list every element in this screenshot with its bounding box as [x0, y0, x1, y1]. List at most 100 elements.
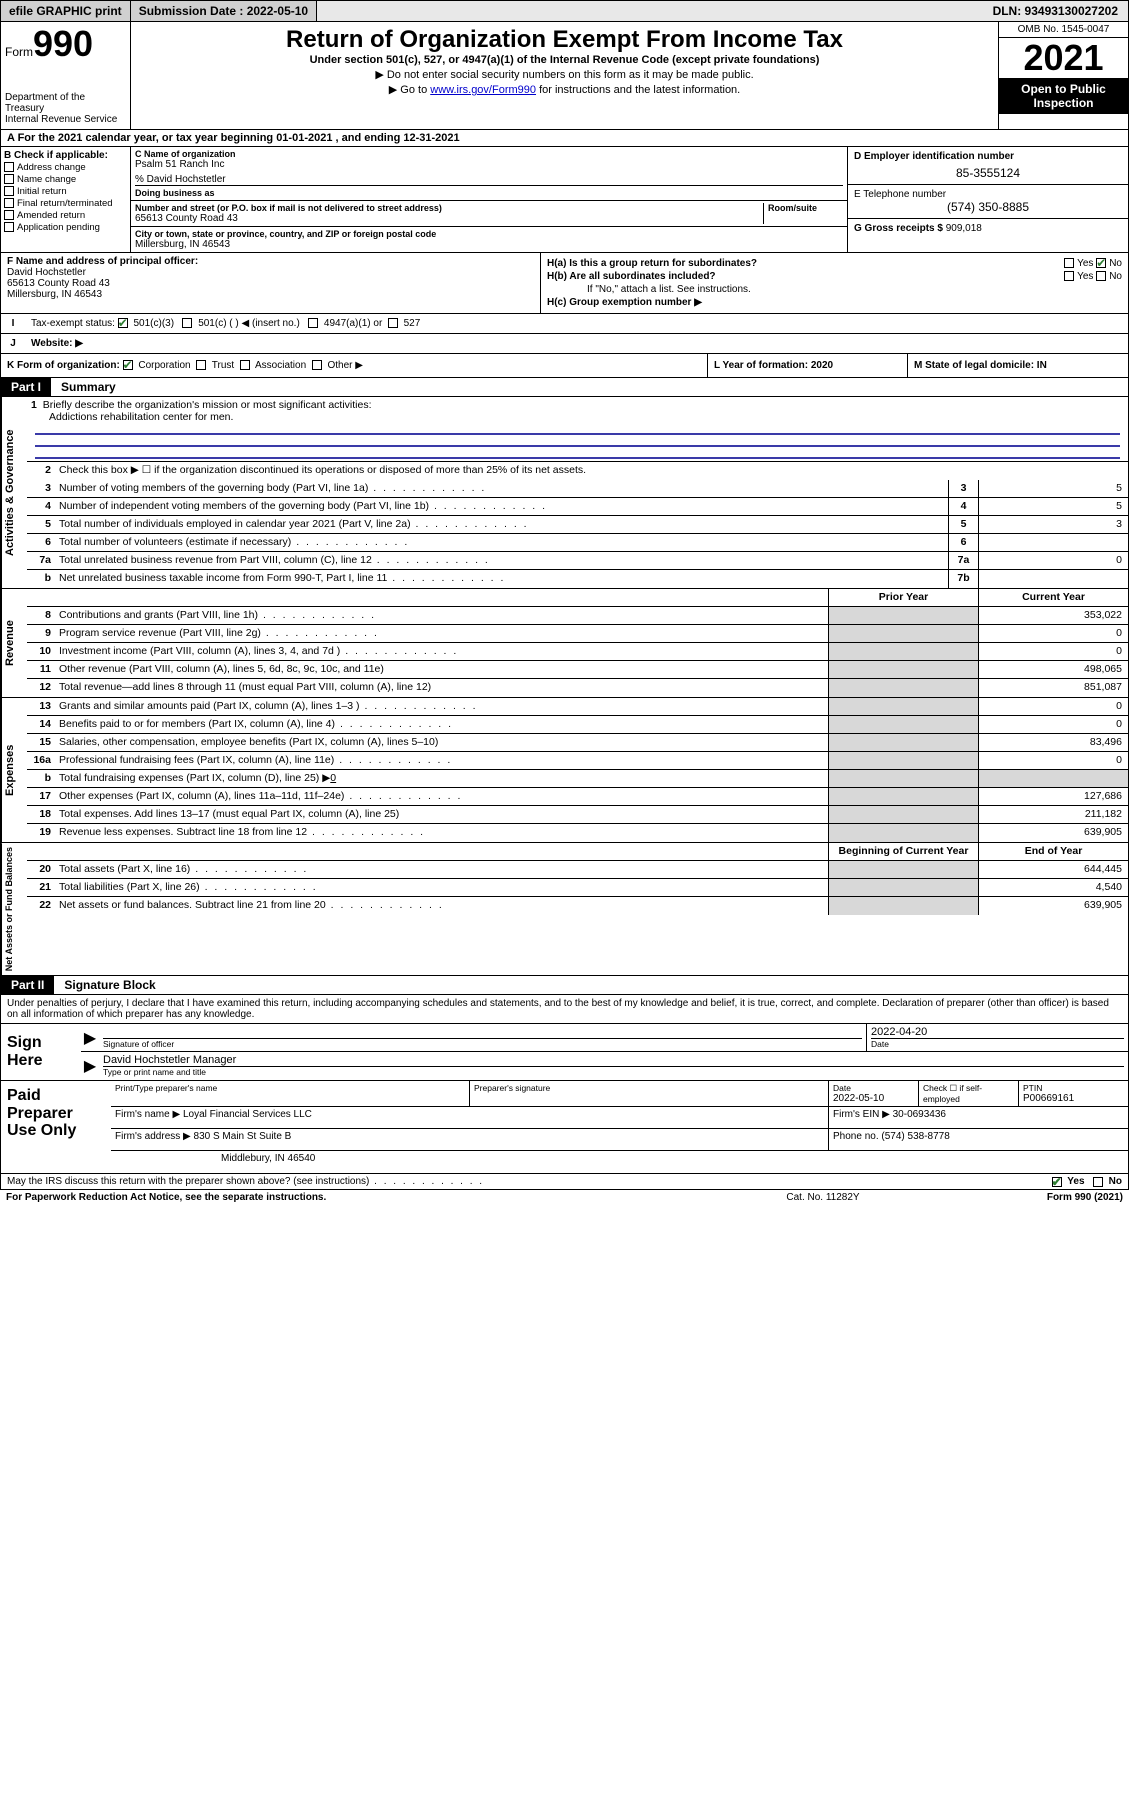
gross-label: G Gross receipts $ [854, 223, 943, 234]
street-address: 65613 County Road 43 [135, 213, 763, 224]
line-16b-desc: Total fundraising expenses (Part IX, col… [59, 772, 330, 784]
chk-corp[interactable] [123, 360, 133, 370]
line-13-val: 0 [978, 698, 1128, 715]
h-c-label: H(c) Group exemption number ▶ [547, 297, 702, 308]
row-a-tax-year: A For the 2021 calendar year, or tax yea… [0, 130, 1129, 147]
end-year-hdr: End of Year [978, 843, 1128, 860]
h-a-yes-box[interactable] [1064, 258, 1074, 268]
mission-text: Addictions rehabilitation center for men… [31, 411, 233, 423]
section-d: D Employer identification number 85-3555… [848, 147, 1128, 252]
chk-final-return[interactable]: Final return/terminated [4, 198, 127, 209]
submission-date-button[interactable]: Submission Date : 2022-05-10 [131, 1, 317, 21]
h-b-label: H(b) Are all subordinates included? [547, 271, 716, 282]
chk-address-change[interactable]: Address change [4, 162, 127, 173]
line-6: 6Total number of volunteers (estimate if… [27, 534, 1128, 552]
ein-label: D Employer identification number [854, 151, 1122, 162]
chk-4947[interactable] [308, 318, 318, 328]
discuss-label: May the IRS discuss this return with the… [7, 1176, 1052, 1187]
line-7b: bNet unrelated business taxable income f… [27, 570, 1128, 588]
line-15-val: 83,496 [978, 734, 1128, 751]
line-7b-val [978, 570, 1128, 588]
pra-notice: For Paperwork Reduction Act Notice, see … [6, 1192, 723, 1203]
signature-intro: Under penalties of perjury, I declare th… [0, 995, 1129, 1024]
section-b: B Check if applicable: Address change Na… [1, 147, 131, 252]
efile-print-button[interactable]: efile GRAPHIC print [1, 1, 131, 21]
h-c: H(c) Group exemption number ▶ [547, 297, 1122, 308]
firm-name: Loyal Financial Services LLC [183, 1109, 312, 1120]
instructions-link[interactable]: www.irs.gov/Form990 [430, 84, 536, 96]
bottom-line: For Paperwork Reduction Act Notice, see … [0, 1190, 1129, 1205]
line-21: 21Total liabilities (Part X, line 26) 4,… [27, 879, 1128, 897]
line-11: 11Other revenue (Part VIII, column (A), … [27, 661, 1128, 679]
street-cell: Number and street (or P.O. box if mail i… [131, 201, 847, 227]
form-org-label: K Form of organization: [7, 360, 120, 371]
care-of: % David Hochstetler [135, 174, 843, 185]
officer-sig-label: Signature of officer [103, 1038, 862, 1049]
tax-year: 2021 [999, 38, 1128, 78]
street-label: Number and street (or P.O. box if mail i… [135, 203, 763, 213]
discuss-yes-box[interactable] [1052, 1177, 1062, 1187]
chk-other[interactable] [312, 360, 322, 370]
gross-cell: G Gross receipts $ 909,018 [848, 219, 1128, 238]
line-4-desc: Number of independent voting members of … [55, 498, 948, 515]
prep-row-3: Firm's address ▶ 830 S Main St Suite B P… [111, 1129, 1128, 1151]
form-subtitle: Under section 501(c), 527, or 4947(a)(1)… [137, 54, 992, 66]
line-19: 19Revenue less expenses. Subtract line 1… [27, 824, 1128, 842]
officer-addr1: 65613 County Road 43 [7, 278, 110, 289]
section-b-header: B Check if applicable: [4, 150, 127, 161]
chk-application-pending[interactable]: Application pending [4, 222, 127, 233]
line-7a-val: 0 [978, 552, 1128, 569]
hint-link: ▶ Go to www.irs.gov/Form990 for instruct… [137, 83, 992, 96]
h-a: H(a) Is this a group return for subordin… [547, 258, 1122, 269]
dln-label: DLN: 93493130027202 [985, 1, 1128, 21]
line-8: 8Contributions and grants (Part VIII, li… [27, 607, 1128, 625]
part2-tag: Part II [1, 976, 54, 994]
org-name: Psalm 51 Ranch Inc [135, 159, 843, 170]
h-a-no-box[interactable] [1096, 258, 1106, 268]
h-b-yes-box[interactable] [1064, 271, 1074, 281]
line-7a-desc: Total unrelated business revenue from Pa… [55, 552, 948, 569]
discuss-no-box[interactable] [1093, 1177, 1103, 1187]
prep-row-2: Firm's name ▶ Loyal Financial Services L… [111, 1107, 1128, 1129]
h-b-note: If "No," attach a list. See instructions… [547, 284, 1122, 295]
chk-initial-return[interactable]: Initial return [4, 186, 127, 197]
officer-name-cell: David Hochstetler Manager Type or print … [99, 1052, 1128, 1079]
officer-printed-name: David Hochstetler Manager [103, 1054, 1124, 1066]
chk-name-change[interactable]: Name change [4, 174, 127, 185]
chk-assoc[interactable] [240, 360, 250, 370]
part1-tag: Part I [1, 378, 51, 396]
chk-amended-return[interactable]: Amended return [4, 210, 127, 221]
tel-cell: E Telephone number (574) 350-8885 [848, 185, 1128, 219]
header-right: OMB No. 1545-0047 2021 Open to Public In… [998, 22, 1128, 129]
topbar-spacer [317, 1, 984, 21]
row-l: L Year of formation: 2020 [708, 354, 908, 377]
line-10-val: 0 [978, 643, 1128, 660]
line-7b-desc: Net unrelated business taxable income fr… [55, 570, 948, 588]
line-13: 13Grants and similar amounts paid (Part … [27, 698, 1128, 716]
chk-527[interactable] [388, 318, 398, 328]
part1-header: Part I Summary [0, 378, 1129, 397]
form-word: Form [5, 45, 33, 59]
line-18-val: 211,182 [978, 806, 1128, 823]
h-b-no-box[interactable] [1096, 271, 1106, 281]
sig-date-cell: 2022-04-20 Date [866, 1024, 1128, 1051]
sig-arrow-icon-2: ▶ [81, 1052, 99, 1079]
line-9-val: 0 [978, 625, 1128, 642]
prep-date-label: Date [833, 1083, 914, 1093]
vlabel-governance: Activities & Governance [1, 397, 27, 588]
current-year-hdr: Current Year [978, 589, 1128, 606]
line-16b: b Total fundraising expenses (Part IX, c… [27, 770, 1128, 788]
firm-addr1: 830 S Main St Suite B [194, 1131, 292, 1142]
officer-sig-cell: Signature of officer [99, 1024, 866, 1051]
summary-revenue: Revenue Prior Year Current Year 8Contrib… [0, 589, 1129, 698]
chk-trust[interactable] [196, 360, 206, 370]
paid-preparer-label: Paid Preparer Use Only [1, 1081, 111, 1173]
vlabel-netassets: Net Assets or Fund Balances [1, 843, 27, 975]
chk-501c[interactable] [182, 318, 192, 328]
dba-label: Doing business as [135, 185, 843, 198]
h-b: H(b) Are all subordinates included? Yes … [547, 271, 1122, 282]
row-i-content: Tax-exempt status: 501(c)(3) 501(c) ( ) … [25, 314, 1128, 333]
firm-addr-label: Firm's address ▶ [115, 1131, 191, 1142]
chk-501c3[interactable] [118, 318, 128, 328]
firm-addr2: Middlebury, IN 46540 [111, 1151, 1128, 1173]
